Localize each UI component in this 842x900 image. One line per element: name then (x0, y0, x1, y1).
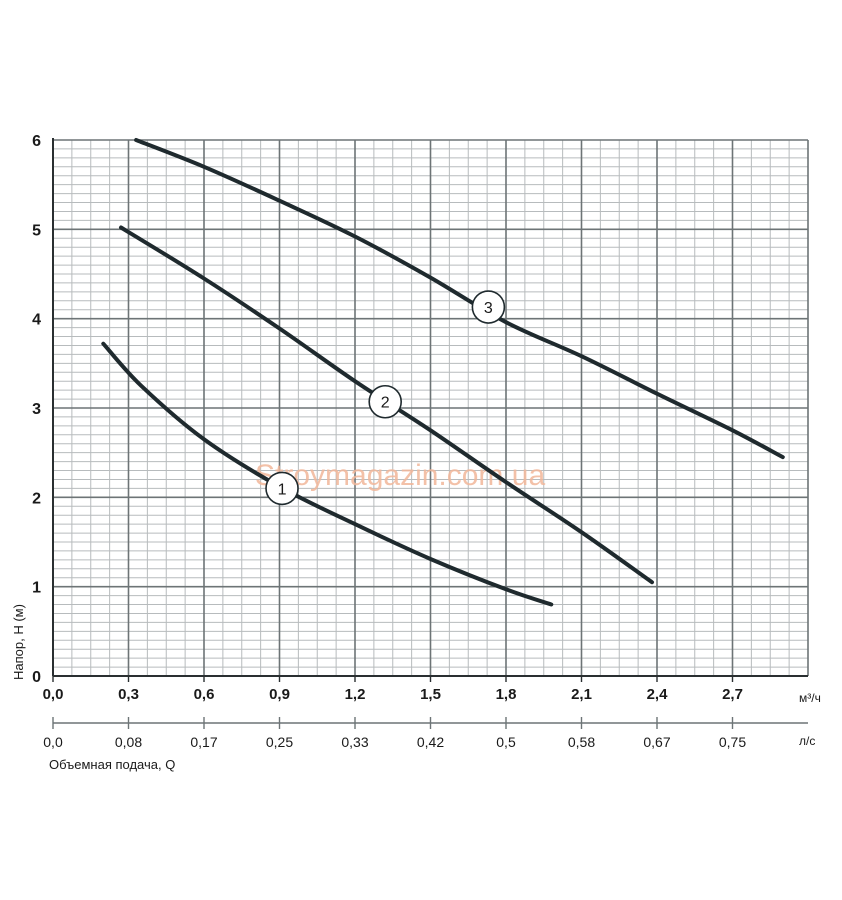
curve-label-circle-2 (368, 384, 403, 419)
curve-labels: 1 2 3 (265, 290, 506, 506)
y-axis-title: Напор, H (м) (11, 604, 26, 680)
x2-tick-label: 0,75 (719, 734, 746, 750)
x-tick-label: 1,2 (345, 686, 366, 703)
x2-tick-label: 0,5 (496, 734, 516, 750)
y-tick-label: 0 (32, 669, 41, 686)
curve-1 (101, 341, 554, 607)
x2-tick-label: 0,33 (341, 734, 368, 750)
x2-tick-label: 0,08 (115, 734, 142, 750)
x-tick-label: 0,9 (269, 686, 290, 703)
x2-tick-label: 0,42 (417, 734, 444, 750)
curve-label-3: 3 (484, 300, 493, 317)
x-tick-label: 0,0 (43, 686, 64, 703)
curve-label-circle-1 (265, 471, 299, 506)
x-unit-label: м³/ч (799, 691, 821, 705)
x-tick-label: 2,4 (647, 686, 669, 703)
curve-label-1: 1 (278, 481, 287, 498)
curve-label-2: 2 (381, 395, 390, 412)
y-tick-label: 2 (32, 490, 41, 507)
y-tick-label: 5 (32, 222, 41, 239)
x2-unit-label: л/с (799, 734, 815, 748)
y-tick-label: 4 (32, 312, 41, 329)
x-tick-label: 0,3 (118, 686, 139, 703)
y-tick-label: 1 (32, 580, 41, 597)
x2-tick-label: 0,67 (643, 734, 670, 750)
x2-tick-label: 0,58 (568, 734, 595, 750)
x-tick-label: 2,7 (722, 686, 743, 703)
y-tick-label: 3 (32, 401, 41, 418)
x-tick-label: 0,6 (194, 686, 215, 703)
tick-labels: 0 1 2 3 4 5 6 0,0 0,3 0,6 0,9 1,2 1,5 1,8 2,1 2,4 2,7 0,0… (32, 133, 746, 750)
x-tick-label: 2,1 (571, 686, 592, 703)
curve-3 (134, 138, 785, 460)
x2-tick-label: 0,0 (43, 734, 63, 750)
y-tick-label: 6 (32, 133, 41, 150)
x-axis-title: Объемная подача, Q (49, 757, 175, 772)
curve-label-circle-3 (471, 290, 506, 324)
x2-tick-label: 0,25 (266, 734, 293, 750)
x2-tick-label: 0,17 (190, 734, 217, 750)
x-tick-label: 1,5 (420, 686, 441, 703)
x-tick-label: 1,8 (496, 686, 517, 703)
